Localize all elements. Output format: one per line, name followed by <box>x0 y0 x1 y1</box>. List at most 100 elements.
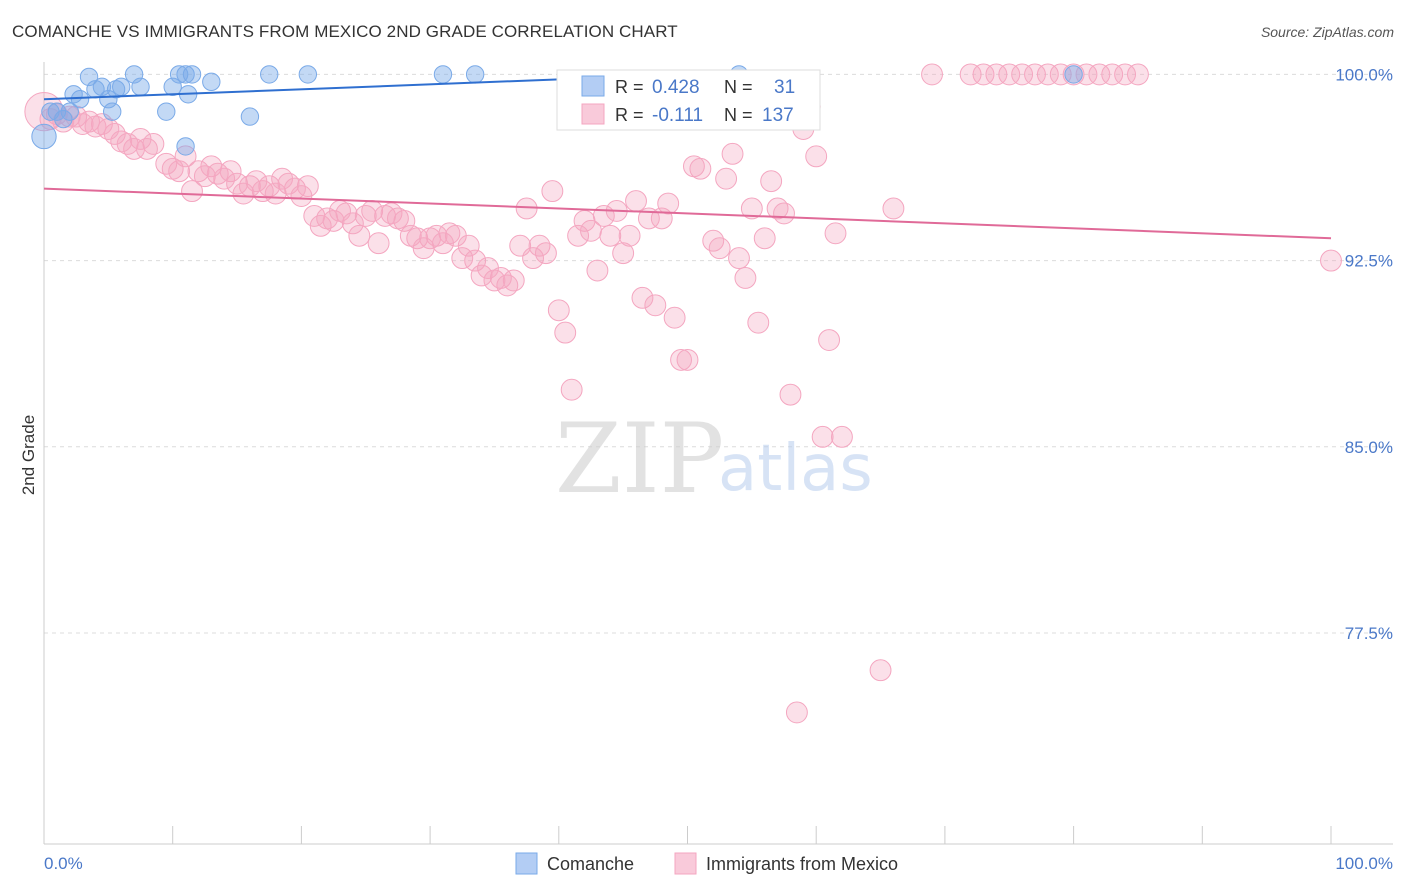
data-point <box>99 90 118 109</box>
data-point <box>773 202 795 225</box>
data-point <box>586 259 609 282</box>
data-point <box>760 170 783 193</box>
x-tick-label-min: 0.0% <box>44 854 83 873</box>
trend-line-mexico <box>43 187 1332 240</box>
stats-n-label-comanche: N = <box>724 77 753 97</box>
data-point <box>1062 63 1085 86</box>
data-point <box>831 425 853 448</box>
data-point <box>298 65 318 84</box>
stats-swatch-mexico <box>581 103 605 125</box>
data-point <box>805 145 828 168</box>
data-point <box>176 65 195 84</box>
data-point <box>182 65 202 84</box>
series-mexico <box>24 63 1342 724</box>
data-point <box>465 65 485 84</box>
data-point <box>618 224 641 247</box>
data-point <box>560 378 583 401</box>
stats-n-value-mexico: 137 <box>762 105 794 126</box>
data-point <box>728 247 750 270</box>
data-point <box>103 102 122 121</box>
data-point <box>637 207 660 230</box>
chart-title: COMANCHE VS IMMIGRANTS FROM MEXICO 2ND G… <box>12 22 678 41</box>
stats-r-value-comanche: 0.428 <box>652 77 700 98</box>
data-point <box>433 65 453 84</box>
stats-r-label-mexico: R = <box>615 105 644 125</box>
watermark-zip: ZIP <box>555 403 724 515</box>
data-point <box>612 242 635 265</box>
data-point <box>959 63 982 86</box>
data-point <box>554 321 577 344</box>
legend-swatch-mexico <box>674 852 697 875</box>
data-point <box>972 63 995 86</box>
data-point <box>824 222 847 245</box>
data-point <box>740 197 763 220</box>
data-point <box>882 197 905 220</box>
data-point <box>213 167 236 190</box>
data-point <box>528 234 551 257</box>
data-point <box>1049 63 1072 86</box>
data-point <box>24 92 64 132</box>
data-point <box>631 286 654 309</box>
data-point <box>753 227 776 250</box>
y-tick-label: 77.5% <box>1345 624 1393 643</box>
data-point <box>296 175 319 198</box>
data-point <box>522 247 544 270</box>
data-point <box>534 242 557 265</box>
y-tick-label: 85.0% <box>1345 438 1393 457</box>
points-layer <box>24 63 1342 724</box>
data-point <box>708 237 731 260</box>
data-point <box>341 212 364 235</box>
data-point <box>818 329 841 351</box>
data-point <box>348 224 371 247</box>
data-point <box>1075 63 1098 86</box>
data-point <box>202 72 221 92</box>
data-point <box>60 102 79 121</box>
data-point <box>464 249 487 272</box>
data-point <box>715 167 738 190</box>
data-point <box>1024 63 1046 86</box>
data-point <box>702 229 725 252</box>
data-point <box>70 90 90 109</box>
data-point <box>657 192 680 215</box>
data-point <box>625 190 647 212</box>
data-point <box>785 701 808 724</box>
y-tick-label: 92.5% <box>1345 252 1393 271</box>
data-point <box>240 107 260 126</box>
data-point <box>547 299 570 322</box>
data-point <box>169 65 189 84</box>
data-point <box>567 224 590 247</box>
watermark: ZIP atlas <box>555 403 873 515</box>
data-point <box>985 63 1008 86</box>
data-point <box>31 123 57 150</box>
data-point <box>1036 63 1059 86</box>
data-point <box>47 102 67 121</box>
data-point <box>142 132 165 155</box>
data-point <box>168 160 191 183</box>
data-point <box>1064 65 1083 84</box>
data-point <box>599 224 622 247</box>
legend-swatch-comanche <box>515 852 538 875</box>
data-point <box>470 264 493 287</box>
legend-label-comanche: Comanche <box>547 854 634 874</box>
data-point <box>181 180 203 203</box>
data-point <box>811 425 834 448</box>
stats-n-label-mexico: N = <box>724 105 753 125</box>
data-point <box>1011 63 1034 86</box>
data-point <box>998 63 1021 86</box>
data-point <box>112 77 131 97</box>
data-point <box>457 234 480 257</box>
stats-box: R = 0.428 N = 31 R = -0.111 N = 137 <box>556 69 821 131</box>
data-point <box>393 209 416 232</box>
data-point <box>644 294 667 317</box>
data-point <box>734 267 757 289</box>
data-point <box>1127 63 1149 86</box>
data-point <box>176 137 195 156</box>
data-point <box>1320 249 1342 272</box>
data-point <box>1088 63 1111 86</box>
data-point <box>869 659 892 682</box>
data-point <box>106 80 126 99</box>
data-point <box>131 77 150 97</box>
data-point <box>174 145 197 168</box>
data-point <box>309 214 332 237</box>
